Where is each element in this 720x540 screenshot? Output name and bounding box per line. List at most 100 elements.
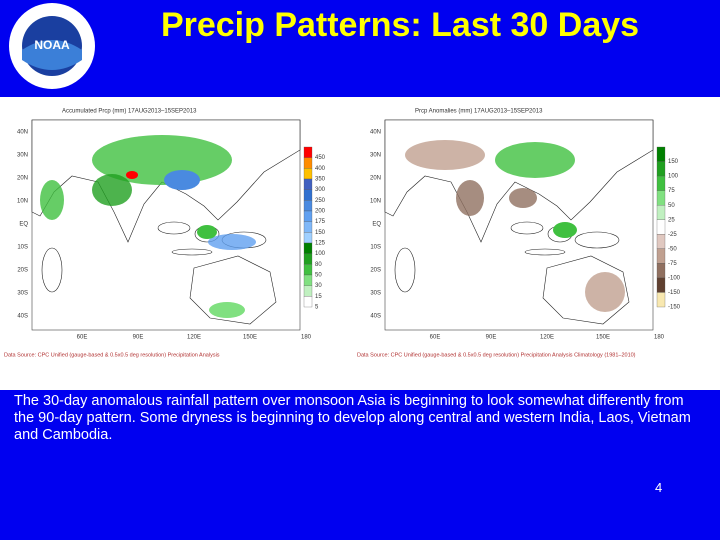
slide-title: Precip Patterns: Last 30 Days (160, 6, 640, 44)
lat-label: 10N (17, 199, 28, 205)
legend-swatch (656, 234, 666, 249)
lat-label: 10S (17, 245, 28, 251)
legend-label: 125 (315, 241, 326, 247)
legend-swatch (656, 146, 666, 162)
lat-label: 10N (370, 199, 381, 205)
logo-wave (22, 40, 82, 70)
legend-swatch (303, 242, 313, 254)
anomaly-area (509, 188, 537, 208)
legend-swatch (303, 285, 313, 297)
anomaly-area (585, 272, 625, 312)
lon-label: 90E (133, 335, 144, 341)
lon-label: 90E (486, 335, 497, 341)
legend-swatch (303, 178, 313, 190)
logo: NOAA (9, 3, 95, 89)
map-left (31, 119, 301, 331)
lon-label: 180 (654, 335, 665, 341)
legend-label: 25 (668, 217, 675, 223)
legend-swatch (303, 296, 313, 308)
page-number: 4 (655, 480, 663, 495)
caption: The 30-day anomalous rainfall pattern ov… (14, 393, 691, 443)
legend-label: 300 (315, 187, 326, 193)
legend-swatch (656, 190, 666, 206)
legend-swatch (303, 253, 313, 265)
lat-label: EQ (19, 222, 28, 228)
lon-label: 150E (243, 335, 257, 341)
lat-label: 40S (17, 314, 28, 320)
lat-label: 30S (370, 291, 381, 297)
legend-swatch (656, 205, 666, 220)
map-source: Data Source: CPC Unified (gauge-based & … (4, 352, 220, 358)
anomaly-area (553, 222, 577, 238)
legend-swatch (303, 264, 313, 276)
legend-label: 50 (315, 273, 322, 279)
legend-swatch (656, 248, 666, 264)
legend-swatch (303, 232, 313, 244)
legend-label: 5 (315, 305, 319, 311)
rain-area (209, 302, 245, 318)
legend-label: 175 (315, 219, 326, 225)
legend-label: 150 (668, 159, 679, 165)
legend-label: -150 (668, 305, 681, 311)
legend-label: 15 (315, 294, 322, 300)
legend-label: -25 (668, 232, 677, 238)
legend-swatch (656, 175, 666, 191)
legend-swatch (303, 146, 313, 158)
rain-area (92, 174, 132, 206)
lat-label: 20N (370, 176, 381, 182)
lat-label: EQ (372, 222, 381, 228)
legend-label: 100 (315, 251, 326, 257)
legend-label: 450 (315, 155, 326, 161)
legend-swatch (303, 274, 313, 286)
legend-label: 75 (668, 188, 675, 194)
legend-label: 30 (315, 283, 322, 289)
rain-area (40, 180, 64, 220)
lat-label: 40N (370, 130, 381, 136)
legend-swatch (656, 219, 666, 235)
map-title: Accumulated Prcp (mm) 17AUG2013–15SEP201… (62, 109, 197, 115)
legend-swatch (303, 200, 313, 212)
legend-swatch (303, 210, 313, 222)
lat-label: 30N (370, 153, 381, 159)
rain-area (92, 135, 232, 185)
legend-label: -150 (668, 290, 681, 296)
legend-label: 100 (668, 174, 679, 180)
lat-label: 20S (370, 268, 381, 274)
rain-area (208, 234, 256, 250)
legend-label: 400 (315, 166, 326, 172)
lat-label: 30S (17, 291, 28, 297)
lat-label: 30N (17, 153, 28, 159)
legend-label: 350 (315, 177, 326, 183)
lat-label: 10S (370, 245, 381, 251)
rain-area (197, 225, 217, 239)
legend-swatch (656, 161, 666, 177)
lon-label: 120E (187, 335, 201, 341)
legend-swatch (303, 221, 313, 233)
legend-label: 250 (315, 198, 326, 204)
legend-label: -75 (668, 261, 677, 267)
legend-label: -100 (668, 275, 681, 281)
anomaly-area (456, 180, 484, 216)
legend-swatch (303, 189, 313, 201)
lat-label: 20N (17, 176, 28, 182)
lon-label: 60E (430, 335, 441, 341)
legend-swatch (656, 263, 666, 279)
rain-area (164, 170, 200, 190)
lat-label: 20S (17, 268, 28, 274)
lon-label: 180 (301, 335, 312, 341)
lon-label: 120E (540, 335, 554, 341)
anomaly-area (495, 142, 575, 178)
legend-label: 80 (315, 262, 322, 268)
legend-label: 150 (315, 230, 326, 236)
legend-swatch (303, 157, 313, 169)
anomaly-area (405, 140, 485, 170)
legend-swatch (303, 168, 313, 180)
rain-area (126, 171, 138, 179)
lon-label: 150E (596, 335, 610, 341)
lon-label: 60E (77, 335, 88, 341)
legend-label: -50 (668, 246, 677, 252)
lat-label: 40N (17, 130, 28, 136)
map-title: Prcp Anomalies (mm) 17AUG2013–15SEP2013 (415, 109, 543, 115)
logo-text: NOAA (34, 38, 70, 52)
